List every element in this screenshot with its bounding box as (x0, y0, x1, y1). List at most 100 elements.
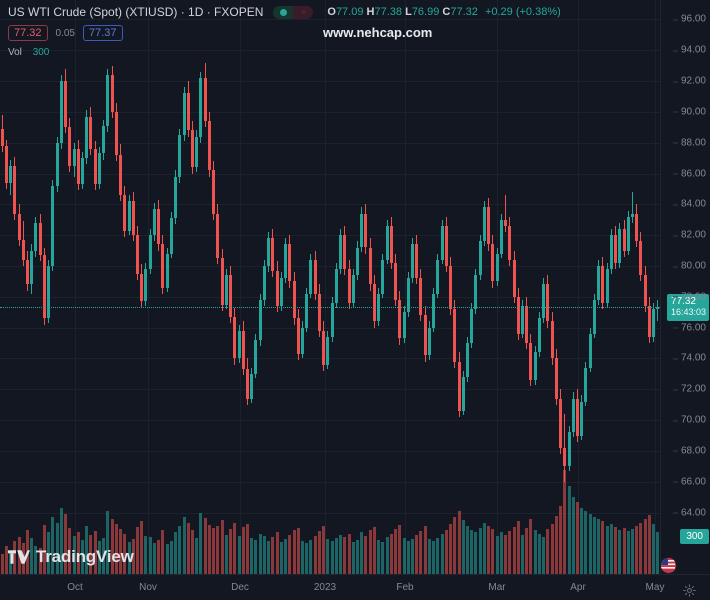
candle-body (317, 293, 321, 331)
candlestick (559, 0, 563, 574)
flag-glyph (661, 558, 675, 572)
volume-bar (250, 537, 254, 574)
volume-bar (246, 523, 249, 574)
candlestick (288, 0, 292, 574)
time-axis[interactable]: Oct Nov Dec 2023 Feb Mar Apr May (0, 574, 710, 600)
candle-body (635, 213, 639, 242)
tradingview-watermark: TradingView (8, 547, 134, 567)
candle-body (102, 125, 106, 154)
candle-body (237, 330, 241, 359)
ask-price[interactable]: 77.37 (83, 25, 123, 41)
price-axis-tick: 72.00 (672, 383, 706, 395)
candle-body (4, 145, 8, 183)
candle-body (563, 447, 567, 467)
candle-body (229, 275, 233, 317)
candle-body (110, 74, 114, 112)
volume-bar (499, 532, 503, 574)
candle-body (478, 241, 482, 276)
volume-bar (313, 535, 317, 574)
volume-bar (542, 536, 546, 574)
candlestick (178, 0, 182, 574)
ohlc-values: O77.09 H77.38 L76.99 C77.32 +0.29 (+0.38… (327, 6, 560, 18)
gear-icon[interactable] (683, 584, 696, 597)
price-axis[interactable]: 77.32 16:43:03 300 96.00 94.00 92.00 90.00 8… (660, 0, 710, 574)
candle-body (567, 432, 571, 467)
volume-bar (207, 524, 211, 574)
candlestick (504, 0, 508, 574)
volume-bar (42, 524, 46, 574)
high-key: H (366, 6, 375, 18)
volume-bar (504, 534, 508, 574)
volume-bar (512, 526, 516, 574)
candlestick (30, 0, 34, 574)
volume-bar (457, 510, 461, 574)
eye-icon[interactable] (273, 5, 294, 19)
candle-body (326, 336, 330, 365)
close-key: C (442, 6, 451, 18)
candle-body (140, 273, 144, 302)
candle-body (618, 229, 622, 263)
volume-bar (89, 534, 93, 574)
chart-style-icon[interactable]: ≈ (293, 5, 314, 19)
candlestick (191, 0, 194, 574)
candle-body (457, 361, 461, 411)
current-price-value: 77.32 (670, 296, 696, 308)
volume-bar (466, 525, 469, 574)
candlestick (246, 0, 249, 574)
volume-bar (389, 533, 393, 574)
candle-body (626, 216, 630, 251)
candlestick (364, 0, 368, 574)
candle-body (123, 195, 127, 231)
candle-wick (657, 299, 659, 322)
candle-body (292, 281, 296, 319)
candle-body (364, 213, 368, 248)
candlestick (17, 0, 21, 574)
candlestick (169, 0, 173, 574)
candlestick (571, 0, 575, 574)
candlestick (258, 0, 262, 574)
candle-body (21, 239, 25, 260)
candlestick (411, 0, 414, 574)
candlestick (165, 0, 169, 574)
candle-body (0, 128, 4, 146)
candle-body (207, 121, 211, 171)
candle-body (254, 339, 258, 374)
candlestick (419, 0, 423, 574)
candlestick (271, 0, 275, 574)
volume-bar (161, 530, 165, 574)
volume-bar (76, 532, 80, 574)
volume-bar (233, 522, 237, 574)
candlestick (81, 0, 84, 574)
symbol-title[interactable]: US WTI Crude (Spot) (XTIUSD) · 1D · FXOP… (8, 5, 264, 19)
candlestick (487, 0, 491, 574)
series-visibility-toggle[interactable]: ≈ (273, 5, 314, 19)
candle-body (389, 225, 393, 263)
volume-bar (51, 517, 55, 574)
candlestick (237, 0, 241, 574)
candle-body (381, 259, 385, 294)
time-axis-tick: Dec (231, 582, 249, 593)
candlestick (470, 0, 474, 574)
volume-bar (343, 536, 347, 574)
volume-bar (292, 530, 296, 574)
candlestick (427, 0, 431, 574)
candle-body (609, 235, 613, 270)
candle-body (487, 207, 491, 245)
candle-body (296, 318, 300, 354)
candlestick (296, 0, 300, 574)
candlestick (466, 0, 469, 574)
time-axis-tick: Feb (396, 582, 414, 593)
bid-price[interactable]: 77.32 (8, 25, 48, 41)
candlestick (592, 0, 596, 574)
candlestick (305, 0, 309, 574)
candlestick (588, 0, 592, 574)
candlestick (398, 0, 402, 574)
candlestick (478, 0, 482, 574)
candle-body (652, 309, 656, 337)
gridline-horizontal (0, 512, 660, 514)
chart-plot-area[interactable] (0, 0, 660, 574)
legend-quote-row: 77.32 0.05 77.37 (8, 25, 561, 41)
us-flag-icon[interactable] (660, 557, 677, 574)
volume-bar (102, 537, 106, 574)
candle-body (241, 330, 245, 370)
